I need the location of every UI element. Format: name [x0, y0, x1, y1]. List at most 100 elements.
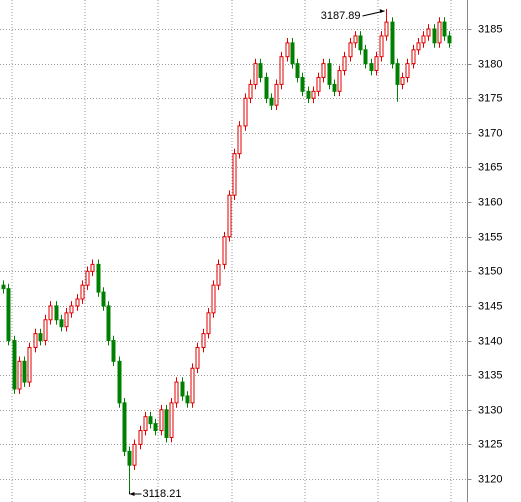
y-tick-label: 3180 — [478, 58, 502, 70]
candle-body — [64, 312, 69, 328]
candle-body — [206, 312, 211, 335]
candle-body — [432, 28, 437, 44]
candle-body — [227, 194, 232, 238]
candle-body — [290, 42, 295, 65]
candle-body — [421, 35, 426, 44]
candle-body — [374, 56, 379, 72]
candle-body — [138, 430, 143, 445]
y-tick-label: 3185 — [478, 23, 502, 35]
y-tick-label: 3165 — [478, 161, 502, 173]
candle-body — [164, 409, 169, 438]
annotation-arrowhead — [129, 492, 135, 496]
candle-body — [426, 28, 431, 37]
candle-body — [117, 360, 122, 404]
candle-body — [195, 346, 200, 369]
candle-body — [211, 284, 216, 314]
y-tick-label: 3130 — [478, 404, 502, 416]
candle-body — [447, 35, 452, 44]
candle-body — [300, 76, 305, 92]
candle-body — [54, 305, 59, 321]
candle-body — [190, 367, 195, 404]
y-tick-label: 3150 — [478, 265, 502, 277]
candle-body — [327, 63, 332, 85]
candle-body — [316, 76, 321, 92]
candle-body — [411, 49, 416, 65]
candle-body — [201, 333, 206, 348]
candle-body — [243, 97, 248, 127]
candle-body — [358, 35, 363, 51]
candle-body — [169, 402, 174, 438]
y-tick-label: 3140 — [478, 335, 502, 347]
candle-body — [33, 333, 38, 348]
y-tick-label: 3170 — [478, 127, 502, 139]
candle-body — [174, 381, 179, 404]
candle-body — [38, 333, 43, 342]
y-tick-label: 3175 — [478, 92, 502, 104]
candle-body — [248, 83, 253, 99]
candle-body — [332, 83, 337, 92]
candle-body — [295, 63, 300, 78]
candle-body — [258, 63, 263, 78]
candle-body — [369, 63, 374, 72]
candle-body — [101, 291, 106, 307]
candle-body — [185, 395, 190, 404]
candle-body — [111, 340, 116, 362]
candle-body — [59, 319, 64, 328]
candle-body — [405, 63, 410, 78]
candle-body — [6, 288, 11, 342]
candle-body — [337, 70, 342, 92]
candle-body — [384, 21, 389, 37]
candle-body — [253, 63, 258, 85]
candle-body — [12, 340, 17, 390]
candle-body — [127, 450, 132, 466]
candle-body — [132, 443, 137, 466]
y-tick-label: 3145 — [478, 300, 502, 312]
candle-body — [85, 270, 90, 286]
annotation-label: 3187.89 — [321, 10, 361, 22]
candle-body — [379, 35, 384, 58]
candle-body — [148, 416, 153, 425]
candle-body — [1, 284, 6, 290]
candle-body — [75, 298, 80, 307]
candle-body — [48, 305, 53, 321]
y-tick-label: 3155 — [478, 231, 502, 243]
candle-body — [43, 319, 48, 342]
candle-body — [311, 90, 316, 99]
candle-body — [306, 90, 311, 99]
candle-body — [143, 416, 148, 432]
y-tick-label: 3120 — [478, 473, 502, 485]
candle-body — [269, 97, 274, 106]
candle-body — [348, 42, 353, 58]
candle-body — [80, 284, 85, 300]
candle-body — [400, 76, 405, 85]
candle-body — [222, 236, 227, 265]
candle-body — [442, 21, 447, 37]
candle-body — [216, 263, 221, 286]
candle-body — [153, 423, 158, 432]
candle-body — [90, 263, 95, 272]
candle-body — [22, 360, 27, 383]
candle-body — [416, 42, 421, 51]
candle-body — [27, 346, 32, 383]
candle-body — [106, 305, 111, 342]
candle-body — [279, 56, 284, 85]
candle-body — [264, 76, 269, 99]
candle-body — [159, 409, 164, 432]
candle-body — [232, 153, 237, 196]
candle-body — [180, 381, 185, 397]
candle-body — [285, 42, 290, 58]
candle-body — [237, 125, 242, 155]
y-tick-label: 3135 — [478, 369, 502, 381]
candle-body — [69, 305, 74, 314]
candle-body — [363, 49, 368, 65]
y-tick-label: 3160 — [478, 196, 502, 208]
candle-body — [353, 35, 358, 44]
annotation-arrowhead — [379, 9, 385, 14]
candle-body — [395, 63, 400, 85]
candle-body — [321, 63, 326, 78]
candle-body — [390, 21, 395, 65]
candle-body — [342, 56, 347, 72]
candle-body — [96, 263, 101, 293]
